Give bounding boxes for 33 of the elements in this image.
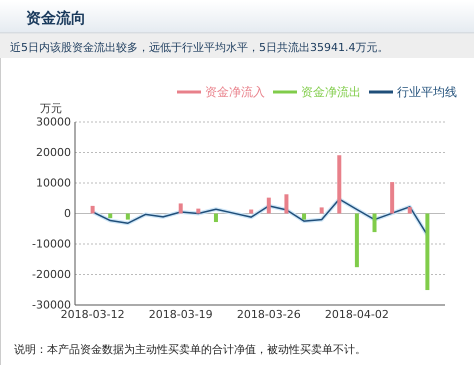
x-tick-label: 2018-03-26 [236,308,301,321]
legend-label: 行业平均线 [397,85,457,99]
chart-subtitle: 近5日内该股资金流出较多，远低于行业平均水平，5日共流出35941.4万元。 [10,41,388,54]
bar [108,214,112,218]
y-tick-label: 30000 [36,116,71,128]
bar [390,182,394,214]
bar [337,155,342,214]
y-tick-label: -20000 [32,268,71,281]
bar [320,207,324,214]
chart-title: 资金流向 [26,9,86,27]
bar [354,214,359,268]
y-tick-label: 20000 [36,146,71,159]
bar [372,214,377,232]
bar [178,203,183,214]
bar [126,214,130,220]
bar [249,210,254,214]
bar [408,207,412,214]
bar [196,208,200,214]
legend-label: 资金净流出 [301,85,361,99]
legend-label: 资金净流入 [205,85,265,99]
x-tick-label: 2018-04-02 [324,308,389,321]
bar [266,198,271,214]
y-tick-label: 0 [64,207,71,220]
bar [425,214,430,290]
bar [284,194,288,214]
y-axis-title: 万元 [40,102,62,115]
bar [302,214,306,220]
text: 说明：本产品资金数据为主动性买卖单的合计净值，被动性买卖单不计。 [14,343,366,356]
bar [90,206,95,214]
x-tick-label: 2018-03-19 [148,308,213,321]
y-tick-label: -10000 [32,238,71,250]
bar [214,214,218,222]
y-tick-label: 10000 [36,176,71,190]
